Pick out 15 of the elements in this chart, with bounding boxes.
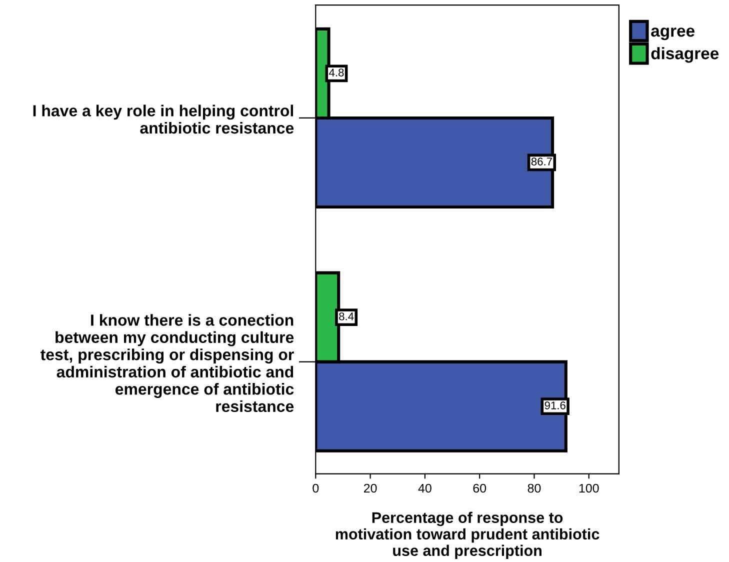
- data-label: 91.6: [544, 401, 566, 410]
- y-tick-label: I have a key role in helping control antibiotic resistance: [33, 104, 294, 134]
- data-label: 4.8: [329, 68, 344, 76]
- x-tick-label: 20: [364, 484, 377, 493]
- legend-label: disagree: [651, 47, 719, 63]
- x-axis-title: Percentage of response to motivation toward prudent antibiotic use and prescription: [336, 512, 600, 560]
- x-tick-label: 40: [418, 484, 432, 493]
- x-tick-label: 0: [312, 484, 319, 493]
- legend-label: agree: [651, 28, 694, 40]
- x-tick-label: 60: [473, 484, 486, 493]
- x-tick-label: 100: [579, 484, 599, 493]
- x-tick-label: 80: [528, 484, 541, 493]
- y-tick-label: I know there is a conection between my conducting culture test, prescribing or dispensing or administration of antibiotic and emergence of antibiotic resistance: [40, 314, 294, 412]
- data-label: 8.4: [339, 312, 354, 320]
- data-label: 86.7: [531, 158, 552, 166]
